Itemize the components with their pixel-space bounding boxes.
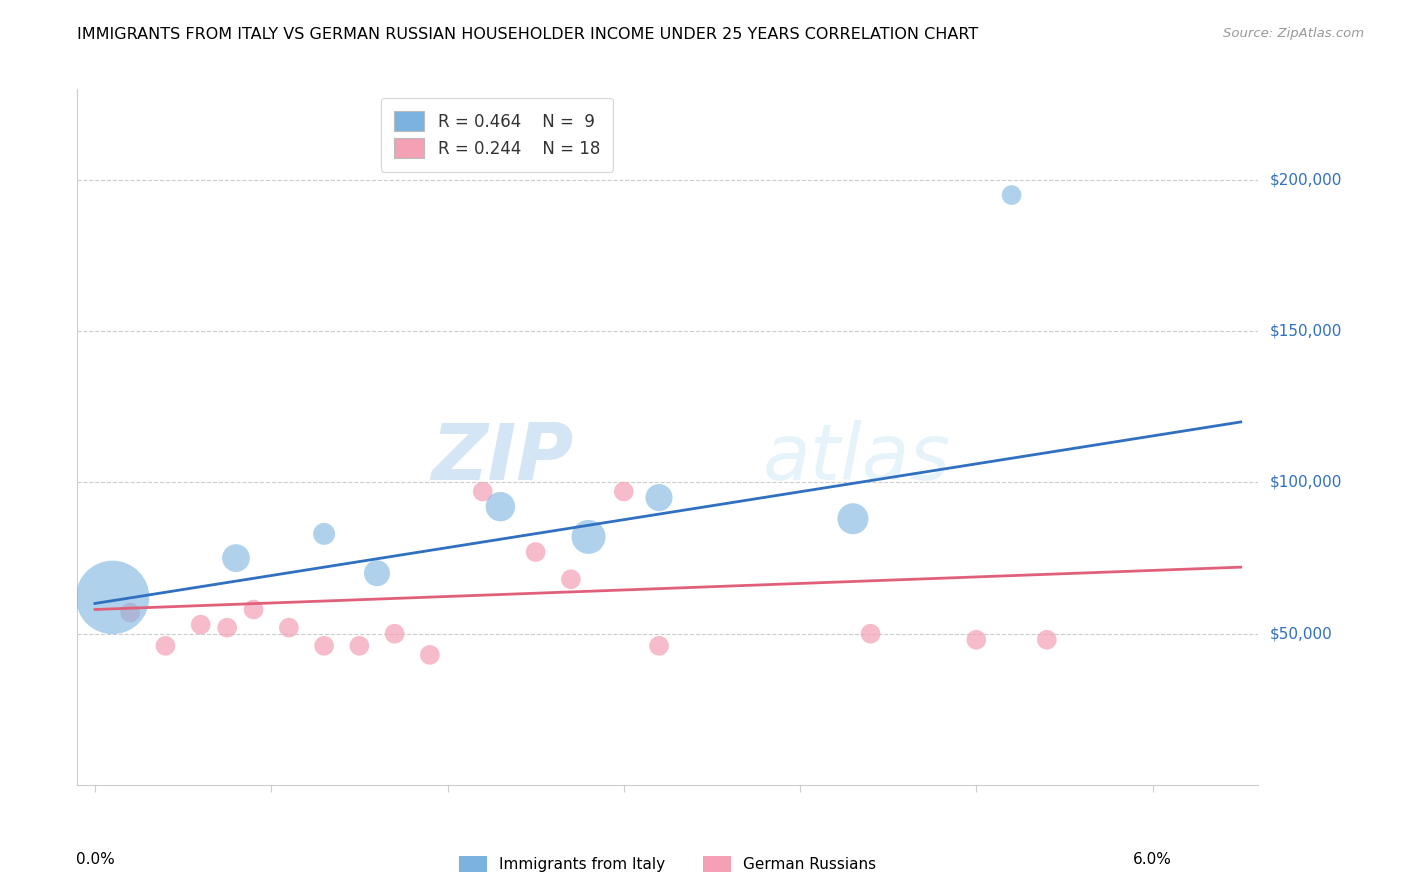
Text: Source: ZipAtlas.com: Source: ZipAtlas.com [1223, 27, 1364, 40]
Point [217, 621, 239, 635]
Point [842, 512, 865, 526]
Point [101, 591, 124, 605]
Point [349, 639, 371, 653]
Text: $50,000: $50,000 [1270, 626, 1333, 641]
Point [1000, 188, 1022, 202]
Text: ZIP: ZIP [432, 420, 574, 496]
Text: 6.0%: 6.0% [1133, 852, 1173, 866]
Text: 0.0%: 0.0% [76, 852, 114, 866]
Point [524, 545, 547, 559]
Point [648, 491, 671, 505]
Point [578, 530, 600, 544]
Point [471, 484, 494, 499]
Text: $200,000: $200,000 [1270, 172, 1341, 187]
Point [277, 621, 299, 635]
Point [489, 500, 512, 514]
Point [225, 551, 247, 566]
Point [120, 606, 142, 620]
Text: $100,000: $100,000 [1270, 475, 1341, 490]
Point [1036, 632, 1059, 647]
Point [965, 632, 987, 647]
Point [648, 639, 671, 653]
Point [190, 617, 212, 632]
Point [859, 626, 882, 640]
Point [613, 484, 636, 499]
Point [419, 648, 441, 662]
Point [155, 639, 177, 653]
Point [242, 602, 264, 616]
Point [384, 626, 406, 640]
Point [366, 566, 388, 581]
Legend: Immigrants from Italy, German Russians: Immigrants from Italy, German Russians [453, 850, 883, 879]
Text: IMMIGRANTS FROM ITALY VS GERMAN RUSSIAN HOUSEHOLDER INCOME UNDER 25 YEARS CORREL: IMMIGRANTS FROM ITALY VS GERMAN RUSSIAN … [77, 27, 979, 42]
Point [560, 572, 582, 586]
Point [314, 639, 336, 653]
Text: $150,000: $150,000 [1270, 324, 1341, 339]
Text: atlas: atlas [762, 420, 950, 496]
Point [314, 527, 336, 541]
